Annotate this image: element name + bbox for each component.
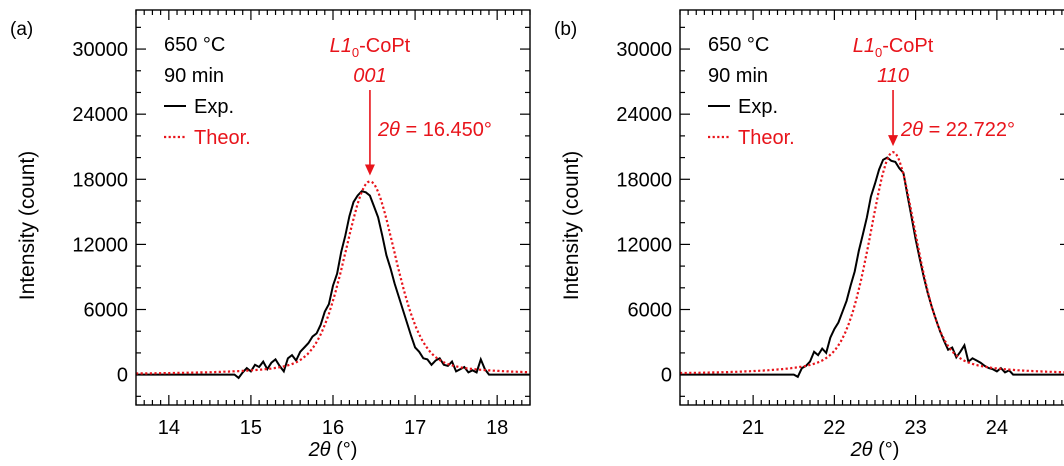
series-exp-line (680, 156, 1064, 379)
annotation-angle-value: = 16.450° (400, 119, 492, 141)
x-tick-label: 14 (158, 417, 180, 439)
condition-time: 90 min (164, 65, 224, 87)
legend-theor-label: Theor. (738, 127, 795, 149)
x-axis-label: 2θ (°) (308, 439, 358, 461)
x-axis-label-unit: (°) (873, 439, 900, 461)
y-tick-label: 24000 (72, 104, 128, 126)
annotation-phase-sub: 0 (875, 45, 882, 60)
y-tick-label: 12000 (72, 234, 128, 256)
plot-area (680, 151, 1064, 379)
annotation-angle-var: 2θ (900, 119, 923, 141)
y-tick-label: 18000 (72, 169, 128, 191)
x-axis-label-unit: (°) (331, 439, 358, 461)
y-tick-label: 30000 (72, 39, 128, 61)
x-tick-label: 16 (322, 417, 344, 439)
annotation-phase-base: L1 (853, 35, 875, 57)
condition-time: 90 min (708, 65, 768, 87)
annotation-arrow-head (888, 135, 899, 147)
annotation-angle: 2θ = 22.722° (900, 119, 1015, 141)
series-exp-line (136, 190, 530, 380)
legend-exp-label: Exp. (194, 96, 234, 118)
y-tick-label: 30000 (616, 39, 672, 61)
annotation-phase-rest: -CoPt (882, 35, 934, 57)
x-axis-label-var: 2θ (850, 439, 873, 461)
annotation-arrow-head (364, 164, 375, 176)
chart-panel-b: (b) Intensity (count) 2θ (°) 21 22 23 24 0 6000 1… (554, 9, 1064, 461)
condition-temperature: 650 °C (708, 34, 769, 56)
x-tick-label: 17 (404, 417, 426, 439)
chart-panel-a: (a) Intensity (count) 2θ (°) 14 15 16 17 18 0 600… (10, 9, 531, 461)
y-tick-label: 12000 (616, 234, 672, 256)
axes-frame (679, 9, 1064, 406)
x-axis-label-var: 2θ (308, 439, 331, 461)
y-tick-label: 18000 (616, 169, 672, 191)
y-tick-label: 0 (117, 365, 128, 387)
x-axis-label: 2θ (°) (850, 439, 900, 461)
axes-frame (135, 9, 531, 406)
y-tick-label: 0 (661, 365, 672, 387)
x-tick-label: 18 (486, 417, 508, 439)
x-tick-label: 23 (905, 417, 927, 439)
condition-temperature: 650 °C (164, 34, 225, 56)
plot-area (136, 180, 530, 380)
x-tick-label: 24 (986, 417, 1008, 439)
annotation-phase-base: L1 (330, 35, 352, 57)
y-tick-label: 24000 (616, 104, 672, 126)
annotation-angle-var: 2θ (377, 119, 400, 141)
series-theor-line (680, 151, 1064, 375)
annotation-angle-value: = 22.722° (923, 119, 1015, 141)
panel-label: (a) (10, 19, 33, 40)
y-tick-label: 6000 (84, 300, 129, 322)
x-tick-label: 15 (240, 417, 262, 439)
annotation-phase-sub: 0 (352, 45, 359, 60)
annotation-phase: L10-CoPt (853, 35, 934, 60)
y-tick-label: 6000 (628, 300, 673, 322)
x-tick-label: 21 (742, 417, 764, 439)
y-axis-label: Intensity (count) (16, 151, 39, 300)
annotation-reflection: 001 (353, 65, 386, 87)
y-axis-label: Intensity (count) (560, 151, 583, 300)
annotation-angle: 2θ = 16.450° (377, 119, 492, 141)
annotation-phase-rest: -CoPt (359, 35, 411, 57)
annotation-phase: L10-CoPt (330, 35, 411, 60)
x-tick-label: 22 (823, 417, 845, 439)
annotation-reflection: 110 (877, 65, 909, 87)
legend-theor-label: Theor. (194, 127, 251, 149)
panel-label: (b) (554, 19, 577, 40)
legend-exp-label: Exp. (738, 96, 778, 118)
series-theor-line (136, 180, 530, 375)
